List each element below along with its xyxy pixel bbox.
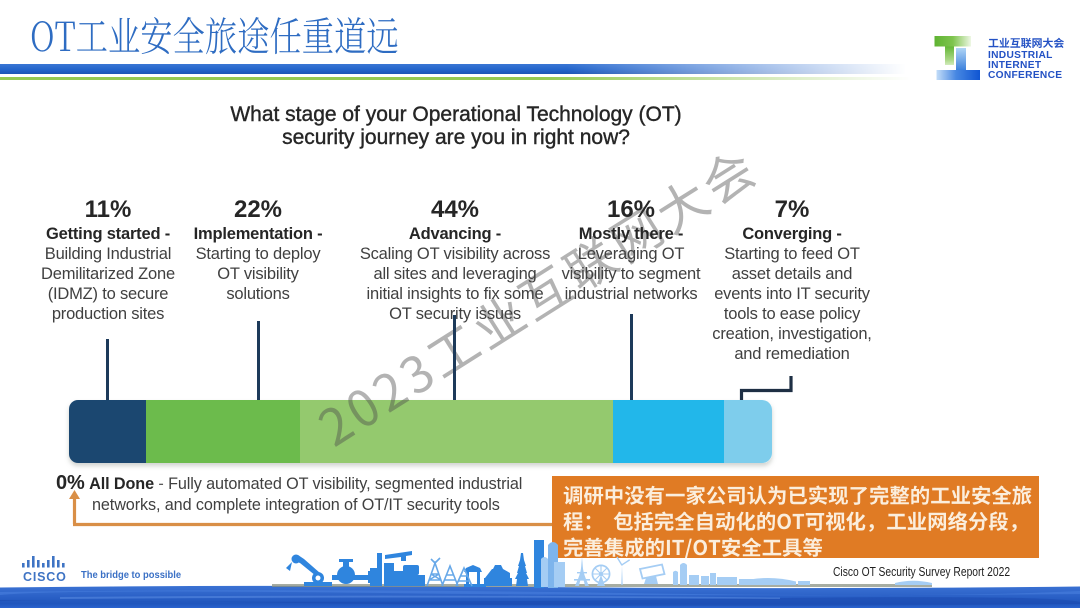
svg-text:CISCO: CISCO: [23, 570, 67, 584]
svg-text:The bridge to possible: The bridge to possible: [81, 570, 182, 581]
